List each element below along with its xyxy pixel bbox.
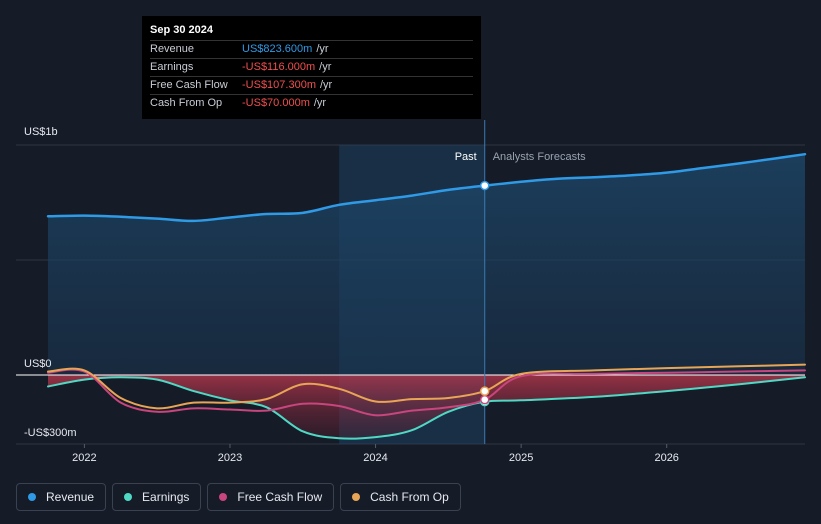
tooltip-value: US$823.600m — [242, 43, 313, 55]
tooltip-value: -US$107.300m — [242, 79, 316, 91]
legend-label: Free Cash Flow — [237, 490, 323, 504]
tooltip-unit: /yr — [316, 43, 329, 55]
past-label: Past — [455, 151, 477, 163]
legend-label: Earnings — [142, 490, 190, 504]
legend-item-cash-from-op[interactable]: Cash From Op — [340, 483, 461, 511]
x-tick-label: 2023 — [218, 452, 242, 464]
x-tick-label: 2026 — [654, 452, 678, 464]
legend-dot-icon — [219, 493, 228, 501]
tooltip-label: Cash From Op — [150, 97, 223, 109]
tooltip-label: Free Cash Flow — [150, 79, 228, 91]
legend-dot-icon — [352, 493, 361, 501]
tooltip-date: Sep 30 2024 — [150, 24, 213, 36]
tooltip-value: -US$116.000m — [242, 61, 316, 73]
x-tick-label: 2024 — [363, 452, 387, 464]
tooltip-row-free-cash-flow: Free Cash Flow -US$107.300m /yr — [150, 76, 473, 94]
legend-dot-icon — [28, 493, 36, 501]
tooltip-label: Revenue — [150, 43, 195, 55]
tooltip-value: -US$70.000m — [242, 97, 310, 109]
legend-label: Revenue — [46, 490, 95, 504]
tooltip-unit: /yr — [320, 79, 333, 91]
free-cash-flow-marker[interactable] — [479, 394, 490, 405]
negative-area — [48, 375, 805, 439]
earnings-line — [47, 376, 806, 440]
legend-item-revenue[interactable]: Revenue — [16, 483, 107, 511]
legend-label: Cash From Op — [370, 490, 449, 504]
y-tick-label: -US$300m — [24, 427, 77, 439]
revenue-area — [48, 154, 805, 375]
legend-item-earnings[interactable]: Earnings — [112, 483, 202, 511]
y-tick-label: US$1b — [24, 126, 58, 138]
tooltip-row-revenue: Revenue US$823.600m /yr — [150, 40, 473, 58]
legend-item-free-cash-flow[interactable]: Free Cash Flow — [207, 483, 335, 511]
legend: Revenue Earnings Free Cash Flow Cash Fro… — [16, 483, 467, 511]
tooltip-row-cash-from-op: Cash From Op -US$70.000m /yr — [150, 94, 473, 112]
tooltip-row-earnings: Earnings -US$116.000m /yr — [150, 58, 473, 76]
free-cash-flow-line — [47, 368, 806, 417]
revenue-line — [46, 152, 807, 223]
tooltip-unit: /yr — [313, 97, 327, 109]
y-tick-label: US$0 — [24, 358, 52, 370]
forecast-label: Analysts Forecasts — [493, 151, 586, 163]
x-tick-label: 2022 — [72, 452, 96, 464]
cash-from-op-marker[interactable] — [479, 386, 490, 396]
tooltip: Sep 30 2024 Revenue US$823.600m /yr Earn… — [142, 16, 481, 119]
cash-from-op-line — [47, 363, 806, 410]
x-tick-label: 2025 — [509, 452, 533, 464]
tooltip-label: Earnings — [150, 61, 194, 73]
tooltip-unit: /yr — [319, 61, 332, 73]
revenue-marker[interactable] — [479, 180, 490, 191]
legend-dot-icon — [124, 493, 133, 501]
